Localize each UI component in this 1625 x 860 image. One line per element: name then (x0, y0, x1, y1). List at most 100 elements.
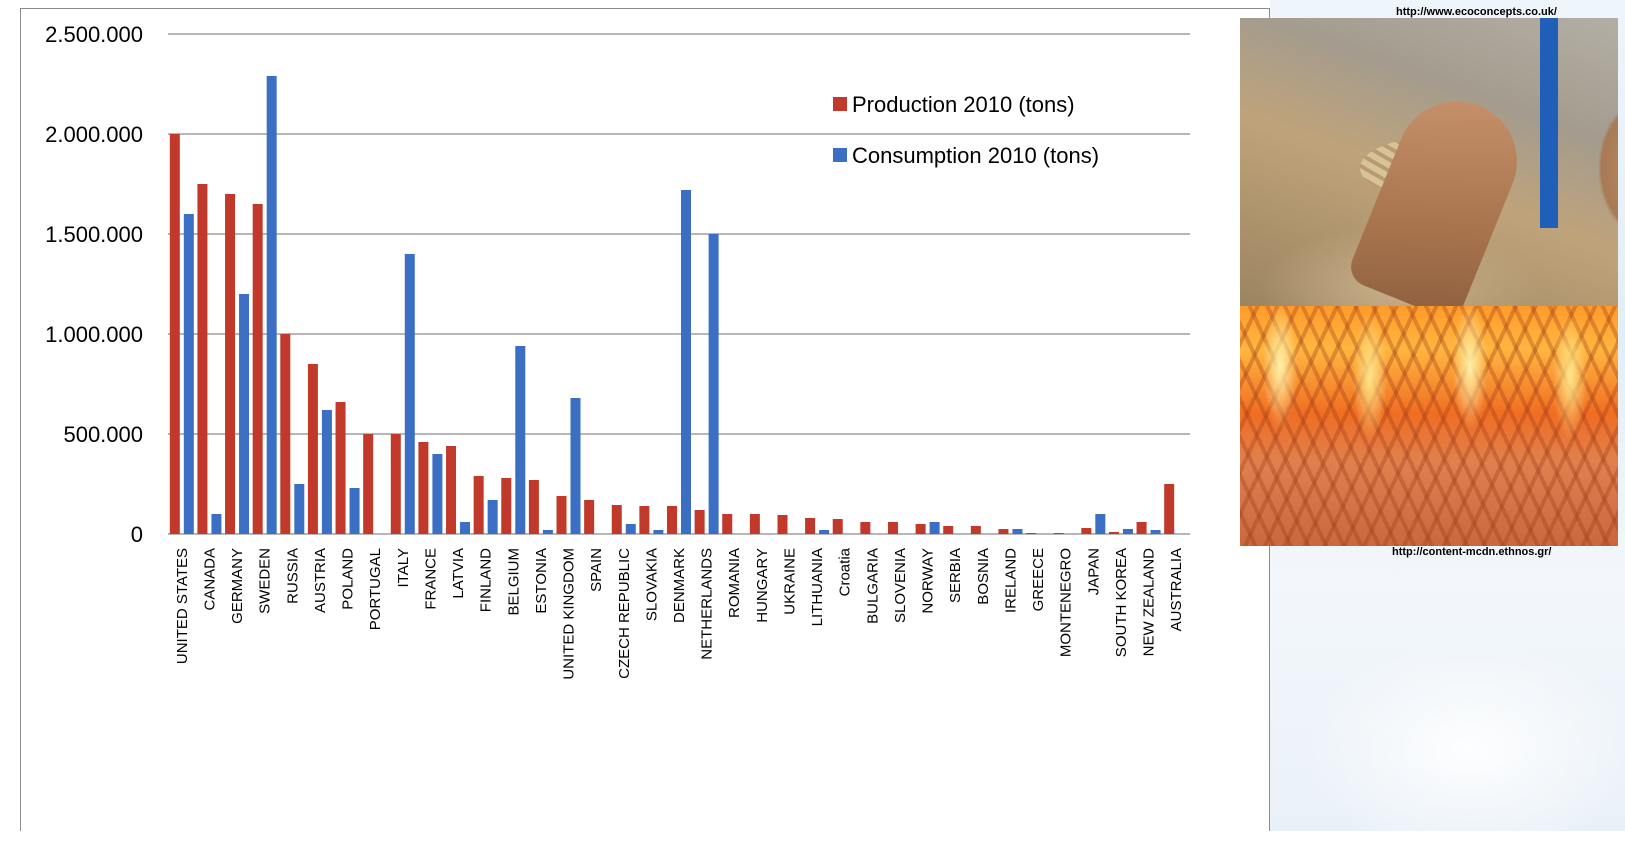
bar-production (1164, 484, 1175, 534)
x-tick-label: FINLAND (478, 548, 495, 612)
bar-production (998, 529, 1009, 534)
bar-production (694, 510, 705, 534)
bar-production (252, 204, 263, 534)
bar-production (749, 514, 760, 534)
bar-production (611, 505, 622, 534)
x-tick-label: Croatia (837, 547, 854, 596)
bar-production (722, 514, 733, 534)
legend-swatch-production (833, 97, 847, 111)
bar-production (307, 364, 318, 534)
x-tick-label: SLOVENIA (892, 548, 909, 623)
photo-credit-top[interactable]: http://www.ecoconcepts.co.uk/ (1396, 6, 1557, 18)
bar-production (805, 518, 816, 534)
x-tick-label: SERBIA (947, 548, 964, 603)
bar-consumption (1095, 514, 1106, 534)
x-tick-label: BULGARIA (864, 548, 881, 624)
bar-production (446, 446, 457, 534)
x-tick-label: FRANCE (422, 548, 439, 610)
bar-consumption (211, 514, 222, 534)
x-tick-label: LITHUANIA (809, 548, 826, 626)
bar-production (970, 526, 981, 534)
legend: Production 2010 (tons) Consumption 2010 … (833, 92, 1099, 168)
bar-consumption (349, 488, 360, 534)
x-tick-label: BELGIUM (505, 548, 522, 616)
background-swirl (1300, 640, 1625, 860)
bar-production (1136, 522, 1147, 534)
wood-pellets-in-hand-photo (1240, 18, 1618, 306)
bar-production (1081, 528, 1092, 534)
bar-production (1108, 532, 1119, 534)
x-tick-label: UKRAINE (781, 548, 798, 615)
x-tick-label: RUSSIA (284, 548, 301, 604)
bar-consumption (1150, 530, 1161, 534)
bar-production (418, 442, 429, 534)
bar-consumption (1122, 529, 1133, 534)
bar-production (667, 506, 677, 534)
x-tick-label: IRELAND (1002, 548, 1019, 613)
x-tick-label: ESTONIA (533, 548, 550, 614)
x-tick-label: DENMARK (671, 548, 688, 623)
x-tick-label: SWEDEN (257, 548, 274, 614)
bar-production (197, 184, 208, 534)
legend-label-production: Production 2010 (tons) (852, 92, 1075, 117)
x-tick-label: SPAIN (588, 548, 605, 592)
x-tick-label: GERMANY (229, 548, 246, 624)
x-tick-label: GREECE (1030, 548, 1047, 611)
bar-production (777, 515, 788, 534)
bar-consumption (432, 454, 443, 534)
x-tick-label: MONTENEGRO (1058, 548, 1075, 657)
bar-consumption (321, 410, 332, 534)
bar-consumption (294, 484, 305, 534)
bar-consumption (681, 190, 691, 534)
y-tick-label: 2.500.000 (45, 22, 143, 47)
bar-production (390, 434, 401, 534)
bar-consumption (239, 294, 250, 534)
bar-consumption (460, 522, 471, 534)
x-tick-label: CANADA (201, 548, 218, 611)
x-tick-label: POLAND (340, 548, 357, 610)
bar-production (556, 496, 567, 534)
bar-consumption (1012, 529, 1023, 534)
x-tick-label: AUSTRALIA (1168, 548, 1185, 631)
blue-pole-graphic (1540, 18, 1558, 228)
x-tick-label: BOSNIA (975, 548, 992, 605)
y-tick-label: 0 (131, 522, 143, 547)
bar-production (584, 500, 595, 534)
flames-graphic (1240, 306, 1618, 438)
bar-consumption (625, 524, 636, 534)
y-tick-label: 1.000.000 (45, 322, 143, 347)
bar-production (363, 434, 374, 534)
y-tick-label: 2.000.000 (45, 122, 143, 147)
x-tick-label: PORTUGAL (367, 548, 384, 630)
legend-label-consumption: Consumption 2010 (tons) (852, 143, 1099, 168)
bar-production (225, 194, 236, 534)
x-tick-label: SLOVAKIA (643, 548, 660, 621)
bar-consumption (653, 530, 664, 534)
bar-consumption (819, 530, 830, 534)
x-tick-label: ITALY (395, 548, 412, 587)
y-tick-label: 1.500.000 (45, 222, 143, 247)
bar-production (473, 476, 484, 534)
bar-production (943, 526, 954, 534)
bar-production (335, 402, 346, 534)
x-tick-label: CZECH REPUBLIC (616, 548, 633, 679)
bar-production (1053, 533, 1064, 534)
burning-pellets-photo (1240, 306, 1618, 546)
bar-consumption (929, 522, 940, 534)
bar-consumption (183, 214, 194, 534)
legend-swatch-consumption (833, 148, 847, 162)
x-tick-label: SOUTH KOREA (1113, 548, 1130, 657)
photo-credit-bottom[interactable]: http://content-mcdn.ethnos.gr/ (1392, 546, 1552, 558)
bar-production (860, 522, 871, 534)
bar-production (915, 524, 926, 534)
y-tick-label: 500.000 (63, 422, 143, 447)
x-tick-label: HUNGARY (754, 548, 771, 623)
x-axis-ticks: UNITED STATES CANADA GERMANY SWEDEN RUSSIA AU… (174, 547, 1185, 679)
bars (169, 76, 1175, 534)
bar-consumption (542, 530, 553, 534)
bar-production (832, 519, 843, 534)
x-tick-label: UNITED KINGDOM (561, 548, 578, 680)
bar-consumption (404, 254, 415, 534)
hand-graphic (1345, 83, 1535, 306)
x-tick-label: NORWAY (920, 548, 937, 614)
